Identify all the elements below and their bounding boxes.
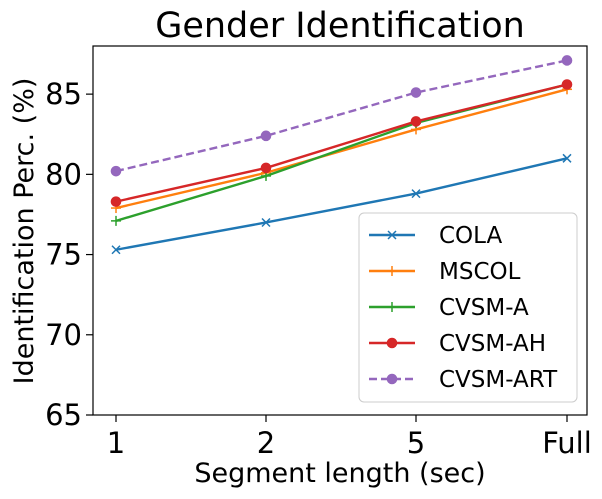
legend-marker-cola bbox=[387, 230, 397, 240]
legend-marker-mscol bbox=[387, 266, 397, 276]
point-cvsm-a-1 bbox=[111, 215, 121, 226]
series-line-cvsm-ah bbox=[115, 83, 568, 203]
point-cvsm-art-5 bbox=[410, 87, 422, 98]
x-tick-label-5: 5 bbox=[407, 426, 425, 460]
series-line-cola bbox=[115, 157, 568, 251]
legend-label-cvsm-ah: CVSM-AH bbox=[439, 331, 546, 357]
legend-label-cola: COLA bbox=[439, 223, 503, 249]
x-axis-label: Segment length (sec) bbox=[194, 458, 485, 489]
point-cola-2 bbox=[261, 217, 271, 228]
point-cola-1-stroke-b bbox=[111, 245, 121, 255]
point-cola-full bbox=[562, 153, 572, 163]
y-axis-label: Identification Perc. (%) bbox=[9, 78, 40, 385]
point-cvsm-art-2 bbox=[260, 130, 272, 142]
point-cvsm-ah-5 bbox=[410, 116, 422, 127]
y-tick-label-70: 70 bbox=[45, 318, 82, 352]
legend-marker-cvsm-art bbox=[386, 373, 398, 385]
point-cvsm-ah-2 bbox=[260, 162, 272, 174]
point-cola-5-stroke-b bbox=[411, 189, 421, 199]
legend-marker-cola-stroke-b bbox=[387, 230, 397, 240]
legend-label-cvsm-art: CVSM-ART bbox=[439, 367, 558, 393]
point-cola-2-stroke-b bbox=[261, 217, 271, 228]
point-cola-full-stroke-b bbox=[562, 153, 572, 163]
plot-area: 65 70 75 80 85 1 2 5 Full bbox=[45, 55, 592, 460]
series-line-cvsm-a bbox=[115, 83, 568, 223]
plot-frame bbox=[92, 45, 588, 416]
point-cola-1 bbox=[111, 245, 121, 255]
legend-marker-cvsm-a bbox=[387, 302, 397, 312]
y-tick-label-65: 65 bbox=[45, 398, 82, 432]
x-tick-label-2: 2 bbox=[257, 426, 275, 460]
point-cvsm-ah-1 bbox=[110, 196, 122, 207]
y-tick-label-85: 85 bbox=[45, 77, 82, 111]
legend-label-mscol: MSCOL bbox=[439, 259, 521, 285]
y-tick-label-75: 75 bbox=[45, 238, 82, 272]
x-tick-label-full: Full bbox=[542, 426, 592, 460]
series-line-mscol bbox=[115, 88, 568, 210]
legend-box bbox=[358, 212, 578, 403]
point-cvsm-art-full bbox=[561, 55, 573, 66]
series-line-cvsm-art bbox=[115, 59, 568, 173]
x-tick-label-1: 1 bbox=[107, 426, 125, 460]
legend-label-cvsm-a: CVSM-A bbox=[439, 295, 529, 321]
legend: COLA MSCOL CVSM-A CVSM-AH CVSM-ART bbox=[358, 212, 578, 403]
point-cola-5 bbox=[411, 189, 421, 199]
legend-marker-cvsm-ah bbox=[386, 337, 398, 349]
point-cvsm-ah-full bbox=[561, 79, 573, 90]
chart-title: Gender Identification bbox=[155, 6, 525, 46]
point-cvsm-art-1 bbox=[110, 165, 122, 177]
y-tick-label-80: 80 bbox=[45, 157, 82, 191]
